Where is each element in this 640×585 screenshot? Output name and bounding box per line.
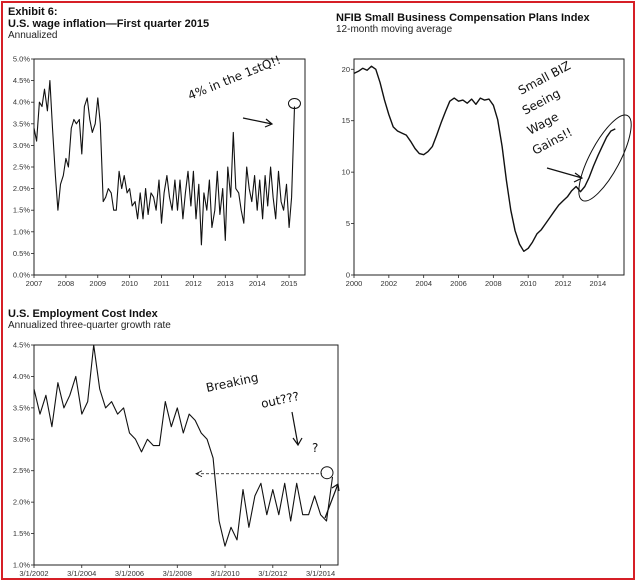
chart1-title: U.S. wage inflation—First quarter 2015 xyxy=(8,18,210,30)
x-tick-label: 2009 xyxy=(89,279,106,288)
y-tick-label: 0 xyxy=(346,271,350,280)
annotation-arrow xyxy=(242,117,274,128)
handwritten-note-line: out??? xyxy=(260,389,301,411)
x-tick-label: 2004 xyxy=(415,279,432,288)
x-tick-label: 3/1/2010 xyxy=(210,569,239,578)
x-tick-label: 2006 xyxy=(450,279,467,288)
x-tick-label: 2011 xyxy=(153,279,169,288)
x-tick-label: 2008 xyxy=(485,279,502,288)
y-tick-label: 4.0% xyxy=(13,98,30,107)
highlight-ellipse xyxy=(578,114,632,202)
y-tick-label: 1.5% xyxy=(13,529,30,538)
x-tick-label: 2000 xyxy=(346,279,363,288)
y-tick-label: 0.5% xyxy=(13,249,30,258)
x-tick-label: 3/1/2008 xyxy=(163,569,192,578)
series-line xyxy=(353,65,616,252)
y-tick-label: 3.0% xyxy=(13,435,30,444)
annotation-arrow xyxy=(324,482,340,519)
y-tick-label: 20 xyxy=(342,65,350,74)
x-tick-label: 2012 xyxy=(185,279,202,288)
x-tick-label: 2012 xyxy=(555,279,572,288)
y-tick-label: 1.0% xyxy=(13,561,30,570)
x-tick-label: 2010 xyxy=(520,279,537,288)
chart2-subtitle: 12-month moving average xyxy=(336,24,453,35)
highlight-circle xyxy=(320,466,334,480)
x-tick-label: 2010 xyxy=(121,279,138,288)
y-tick-label: 15 xyxy=(342,116,350,125)
y-tick-label: 2.0% xyxy=(13,498,30,507)
x-tick-label: 3/1/2012 xyxy=(258,569,287,578)
chart1-subtitle: Annualized xyxy=(8,30,58,41)
series-line xyxy=(33,344,334,547)
chart3-subtitle: Annualized three-quarter growth rate xyxy=(8,320,171,331)
y-tick-label: 5 xyxy=(346,219,350,228)
y-tick-label: 2.5% xyxy=(13,466,30,475)
x-tick-label: 2008 xyxy=(58,279,75,288)
annotation-arrow xyxy=(546,167,584,183)
x-tick-label: 3/1/2014 xyxy=(306,569,335,578)
y-tick-label: 4.0% xyxy=(13,372,30,381)
x-tick-label: 2015 xyxy=(281,279,298,288)
plot-frame xyxy=(33,344,339,566)
y-tick-label: 4.5% xyxy=(13,341,30,350)
y-tick-label: 1.0% xyxy=(13,227,30,236)
chart3-title: U.S. Employment Cost Index xyxy=(8,308,158,320)
eci-panel: U.S. Employment Cost Index Annualized th… xyxy=(8,308,171,331)
chart2-title: NFIB Small Business Compensation Plans I… xyxy=(336,12,590,24)
y-tick-label: 10 xyxy=(342,168,350,177)
x-tick-label: 2002 xyxy=(380,279,397,288)
handwritten-note-line: ? xyxy=(312,441,318,455)
nfib-panel: NFIB Small Business Compensation Plans I… xyxy=(336,12,590,35)
y-tick-label: 2.5% xyxy=(13,163,30,172)
x-tick-label: 2014 xyxy=(590,279,607,288)
x-tick-label: 3/1/2004 xyxy=(67,569,96,578)
y-tick-label: 5.0% xyxy=(13,55,30,64)
y-tick-label: 3.5% xyxy=(13,119,30,128)
y-tick-label: 2.0% xyxy=(13,184,30,193)
x-tick-label: 3/1/2002 xyxy=(19,569,48,578)
x-tick-label: 2007 xyxy=(26,279,43,288)
plot-frame xyxy=(353,58,625,276)
series-line xyxy=(33,80,296,246)
y-tick-label: 3.0% xyxy=(13,141,30,150)
handwritten-note-line: Breaking xyxy=(205,370,260,395)
y-tick-label: 4.5% xyxy=(13,76,30,85)
y-tick-label: 3.5% xyxy=(13,403,30,412)
x-tick-label: 2013 xyxy=(217,279,234,288)
reference-arrowhead xyxy=(195,470,203,478)
exhibit-label: Exhibit 6: xyxy=(8,6,58,18)
x-tick-label: 3/1/2006 xyxy=(115,569,144,578)
y-tick-label: 1.5% xyxy=(13,206,30,215)
x-tick-label: 2014 xyxy=(249,279,266,288)
annotation-arrow xyxy=(291,411,303,447)
y-tick-label: 0.0% xyxy=(13,271,30,280)
wage-inflation-panel: Exhibit 6: U.S. wage inflation—First qua… xyxy=(8,6,209,41)
highlight-circle xyxy=(287,98,301,110)
